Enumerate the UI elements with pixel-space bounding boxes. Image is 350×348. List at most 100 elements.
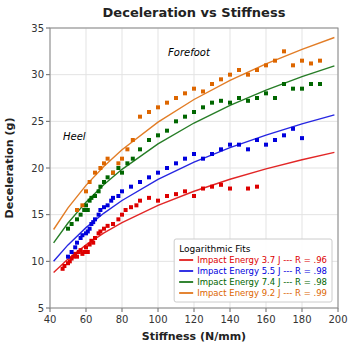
point bbox=[102, 161, 106, 165]
point bbox=[174, 192, 178, 196]
point bbox=[75, 255, 79, 259]
y-tick bbox=[46, 28, 50, 29]
point bbox=[70, 222, 74, 226]
point bbox=[192, 152, 196, 156]
legend-swatch bbox=[179, 270, 193, 272]
legend-entry: Impact Energy 3.7 J --- R = .96 bbox=[197, 255, 327, 265]
point bbox=[82, 208, 86, 212]
point bbox=[84, 245, 88, 249]
point bbox=[86, 250, 90, 254]
legend-swatch bbox=[179, 281, 193, 283]
point bbox=[62, 264, 66, 268]
point bbox=[300, 59, 304, 63]
point bbox=[237, 143, 241, 147]
chart: 4060801001201401601802005101520253035Dec… bbox=[0, 0, 350, 348]
point bbox=[210, 152, 214, 156]
point bbox=[255, 138, 259, 142]
point bbox=[156, 199, 160, 203]
y-tick-label: 30 bbox=[31, 69, 44, 80]
point bbox=[106, 203, 110, 207]
point bbox=[210, 101, 214, 105]
point bbox=[318, 59, 322, 63]
axes: 4060801001201401601802005101520253035 bbox=[31, 23, 347, 326]
point bbox=[120, 213, 124, 217]
point bbox=[174, 96, 178, 100]
point bbox=[255, 68, 259, 72]
point bbox=[111, 171, 115, 175]
point bbox=[246, 147, 250, 151]
point bbox=[106, 175, 110, 179]
point bbox=[264, 63, 268, 67]
legend-box bbox=[174, 239, 332, 302]
y-grid-line bbox=[50, 121, 338, 122]
point bbox=[120, 157, 124, 161]
point bbox=[264, 91, 268, 95]
plot-area bbox=[50, 28, 338, 308]
point bbox=[111, 222, 115, 226]
point bbox=[174, 119, 178, 123]
y-tick-label: 5 bbox=[38, 303, 44, 314]
point bbox=[88, 243, 92, 247]
point bbox=[106, 224, 110, 228]
point bbox=[84, 203, 88, 207]
y-tick bbox=[46, 214, 50, 215]
point bbox=[201, 157, 205, 161]
y-tick-label: 35 bbox=[31, 23, 44, 34]
point bbox=[125, 161, 129, 165]
point bbox=[116, 166, 120, 170]
point bbox=[75, 241, 79, 245]
y-tick-label: 25 bbox=[31, 116, 44, 127]
point bbox=[273, 138, 277, 142]
x-tick bbox=[266, 308, 267, 312]
x-tick-label: 120 bbox=[184, 314, 203, 325]
point bbox=[219, 99, 223, 103]
point bbox=[98, 229, 102, 233]
point bbox=[282, 49, 286, 53]
point bbox=[228, 73, 232, 77]
point bbox=[102, 227, 106, 231]
point bbox=[147, 196, 151, 200]
point bbox=[120, 189, 124, 193]
point bbox=[111, 171, 115, 175]
x-tick-label: 60 bbox=[80, 314, 93, 325]
point bbox=[89, 196, 93, 200]
point bbox=[91, 241, 95, 245]
point bbox=[79, 213, 83, 217]
point bbox=[106, 157, 110, 161]
grid bbox=[50, 28, 338, 308]
y-tick-label: 10 bbox=[31, 256, 44, 267]
point bbox=[273, 59, 277, 63]
point bbox=[98, 208, 102, 212]
point bbox=[120, 171, 124, 175]
point bbox=[125, 147, 129, 151]
point bbox=[165, 194, 169, 198]
point bbox=[219, 77, 223, 81]
legend-swatch bbox=[179, 259, 193, 261]
x-tick bbox=[302, 308, 303, 312]
point bbox=[70, 250, 74, 254]
point bbox=[309, 61, 313, 65]
x-tick-label: 160 bbox=[256, 314, 275, 325]
point bbox=[97, 189, 101, 193]
x-tick bbox=[194, 308, 195, 312]
x-tick bbox=[230, 308, 231, 312]
legend-entry: Impact Energy 9.2 J --- R = .99 bbox=[197, 288, 327, 298]
x-tick-label: 200 bbox=[328, 314, 347, 325]
point bbox=[147, 138, 151, 142]
point bbox=[291, 127, 295, 131]
y-grid-line bbox=[50, 74, 338, 75]
point bbox=[79, 248, 83, 252]
point bbox=[192, 110, 196, 114]
point bbox=[246, 73, 250, 77]
point bbox=[219, 183, 223, 187]
point bbox=[192, 87, 196, 91]
point bbox=[273, 96, 277, 100]
point bbox=[219, 147, 223, 151]
point bbox=[255, 96, 259, 100]
point bbox=[75, 217, 79, 221]
x-tick-label: 80 bbox=[116, 314, 129, 325]
x-tick bbox=[50, 308, 51, 312]
legend-entry: Impact Energy 5.5 J --- R = .98 bbox=[197, 266, 327, 276]
point bbox=[228, 101, 232, 105]
point bbox=[210, 185, 214, 189]
